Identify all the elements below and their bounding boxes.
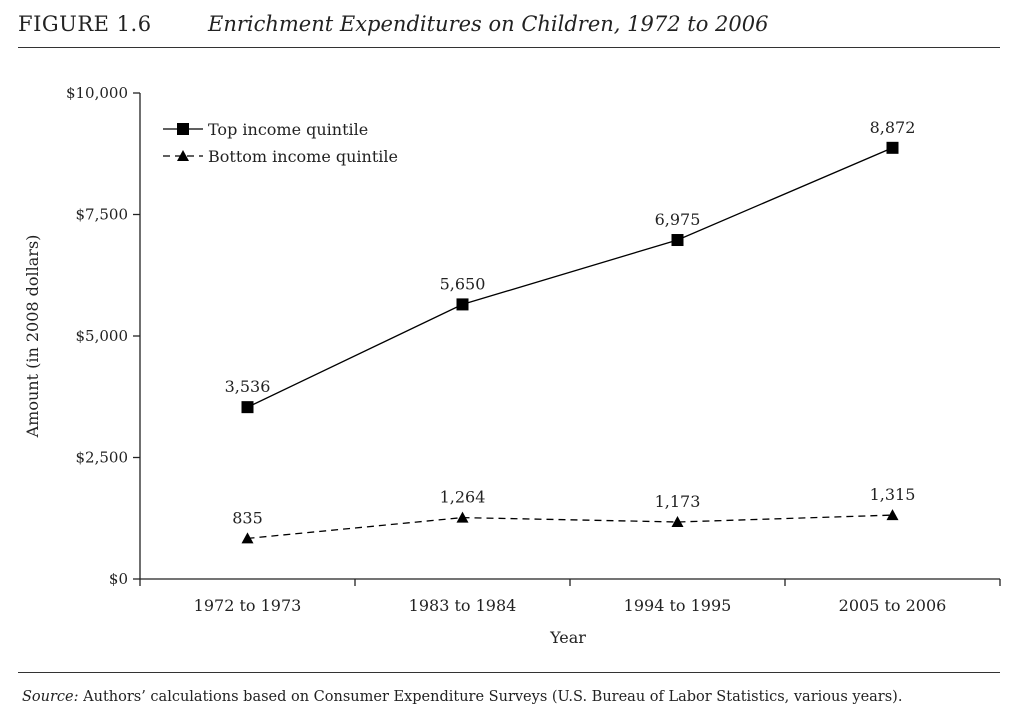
legend-label-2: Bottom income quintile <box>208 147 398 166</box>
x-tick-label: 1972 to 1973 <box>194 596 302 615</box>
source-text: Authors’ calculations based on Consumer … <box>78 689 903 705</box>
data-label-1: 3,536 <box>225 377 271 396</box>
data-point-1 <box>456 298 469 311</box>
data-label-1: 8,872 <box>870 118 916 137</box>
y-axis-title: Amount (in 2008 dollars) <box>23 235 42 439</box>
top-rule <box>18 47 1000 48</box>
y-tick-label: $5,000 <box>76 327 129 345</box>
data-point-2 <box>241 532 254 544</box>
data-label-2: 835 <box>232 508 263 527</box>
figure-number: FIGURE 1.6 <box>18 12 152 36</box>
x-tick-label: 2005 to 2006 <box>839 596 947 615</box>
series-line-2 <box>247 514 893 540</box>
legend-label-1: Top income quintile <box>208 120 368 139</box>
data-point-2 <box>456 511 469 523</box>
data-point-2 <box>886 509 899 521</box>
x-tick-label: 1994 to 1995 <box>624 596 732 615</box>
y-tick-label: $10,000 <box>66 84 128 102</box>
y-tick-label: $2,500 <box>76 449 129 467</box>
data-point-2 <box>671 515 684 527</box>
data-point-1 <box>886 141 899 154</box>
x-axis-title: Year <box>549 628 586 647</box>
data-label-2: 1,315 <box>870 485 916 504</box>
legend-marker-2 <box>177 150 189 161</box>
figure-title: Enrichment Expenditures on Children, 197… <box>208 12 769 36</box>
bottom-rule <box>18 672 1000 673</box>
source-note: Source: Authors’ calculations based on C… <box>22 689 902 705</box>
line-chart: $0 $2,500 $5,000 $7,500 $10,000 1972 to 1973 1… <box>23 84 1001 647</box>
data-label-2: 1,264 <box>440 488 486 507</box>
source-label: Source: <box>22 689 79 705</box>
y-tick-label: $7,500 <box>76 206 129 224</box>
data-label-1: 6,975 <box>655 210 701 229</box>
x-tick-label: 1983 to 1984 <box>409 596 517 615</box>
legend-marker-1 <box>177 123 189 135</box>
figure-header: FIGURE 1.6 Enrichment Expenditures on Ch… <box>18 10 1000 46</box>
data-point-1 <box>671 234 684 247</box>
series-line-1 <box>247 147 893 408</box>
data-label-1: 5,650 <box>440 274 486 293</box>
y-tick-label: $0 <box>109 570 128 588</box>
data-label-2: 1,173 <box>655 492 701 511</box>
data-point-1 <box>241 401 254 414</box>
